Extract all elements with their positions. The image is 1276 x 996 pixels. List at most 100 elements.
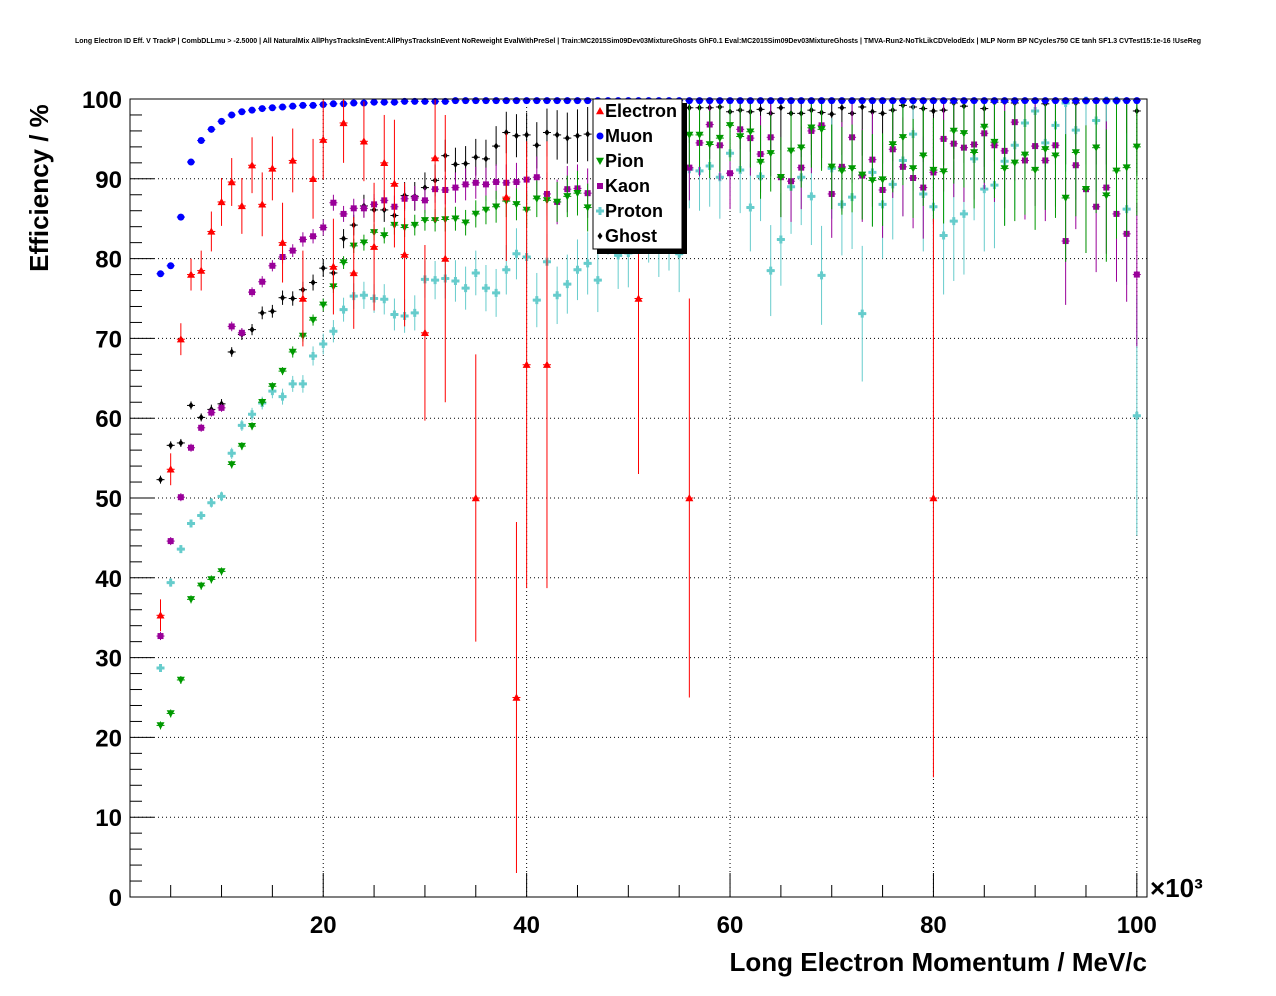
- pion-point: [583, 183, 592, 232]
- pion-point: [248, 422, 257, 431]
- pion-point: [1122, 99, 1131, 236]
- muon-point: [166, 262, 175, 270]
- kaon-marker: [218, 404, 225, 411]
- pion-marker: [268, 383, 277, 391]
- kaon-point: [410, 185, 419, 210]
- electron-marker: [390, 179, 399, 187]
- pion-marker: [258, 399, 267, 407]
- pion-marker: [380, 232, 389, 240]
- pion-marker: [797, 144, 806, 152]
- pion-point: [288, 346, 297, 358]
- kaon-marker: [452, 184, 459, 191]
- x-tick-label: 20: [310, 912, 337, 939]
- pion-point: [176, 675, 185, 684]
- proton-point: [512, 228, 521, 280]
- muon-marker: [818, 97, 826, 105]
- pion-point: [959, 99, 968, 188]
- electron-point: [227, 158, 236, 206]
- muon-point: [309, 101, 318, 109]
- muon-point: [278, 103, 287, 111]
- ghost-point: [512, 114, 521, 158]
- muon-marker: [370, 98, 378, 106]
- pion-point: [258, 398, 267, 407]
- proton-marker: [207, 498, 216, 507]
- electron-marker: [512, 693, 521, 701]
- pion-point: [471, 200, 480, 228]
- muon-marker: [482, 97, 490, 105]
- electron-point: [278, 202, 287, 283]
- legend-marker-electron: [596, 107, 604, 115]
- proton-point: [298, 375, 307, 393]
- muon-marker: [797, 97, 805, 105]
- muon-point: [187, 158, 196, 166]
- ghost-marker: [188, 401, 194, 409]
- muon-point: [237, 108, 246, 116]
- electron-point: [522, 141, 531, 589]
- proton-marker: [471, 268, 480, 277]
- proton-point: [858, 245, 867, 382]
- muon-marker: [1082, 97, 1090, 105]
- pion-point: [1020, 99, 1029, 215]
- pion-point: [410, 214, 419, 236]
- electron-marker: [156, 611, 165, 619]
- electron-point: [176, 323, 185, 356]
- muon-marker: [299, 101, 307, 109]
- proton-marker: [766, 266, 775, 275]
- pion-marker: [1041, 146, 1050, 154]
- proton-marker: [217, 492, 226, 501]
- legend-label-proton: Proton: [605, 201, 663, 221]
- kaon-point: [156, 632, 165, 641]
- proton-marker: [278, 392, 287, 401]
- muon-marker: [919, 97, 927, 105]
- muon-marker: [807, 97, 815, 105]
- electron-point: [217, 178, 226, 226]
- ghost-marker: [880, 109, 886, 117]
- ghost-point: [197, 413, 206, 422]
- kaon-marker: [167, 538, 174, 545]
- muon-marker: [1123, 97, 1131, 105]
- muon-point: [207, 125, 216, 133]
- muon-point: [197, 136, 206, 144]
- pion-marker: [217, 568, 226, 576]
- kaon-marker: [727, 170, 734, 177]
- muon-marker: [1041, 97, 1049, 105]
- muon-marker: [1072, 97, 1080, 105]
- electron-marker: [248, 161, 257, 169]
- pion-point: [726, 99, 735, 162]
- proton-marker: [227, 449, 236, 458]
- pion-marker: [1031, 166, 1040, 175]
- muon-marker: [441, 97, 449, 105]
- proton-marker: [309, 351, 318, 360]
- pion-point: [492, 190, 501, 223]
- electron-marker: [268, 164, 277, 172]
- kaon-marker: [249, 289, 256, 296]
- pion-marker: [939, 168, 948, 176]
- y-tick-label: 10: [95, 805, 122, 832]
- pion-point: [187, 595, 196, 604]
- ghost-marker: [534, 141, 540, 149]
- kaon-marker: [177, 494, 184, 501]
- kaon-marker: [462, 181, 469, 188]
- kaon-marker: [513, 178, 520, 185]
- ghost-point: [248, 324, 257, 336]
- legend-label-kaon: Kaon: [605, 176, 650, 196]
- muon-marker: [1062, 97, 1070, 105]
- proton-marker: [197, 511, 206, 520]
- proton-marker: [583, 259, 592, 268]
- kaon-point: [258, 276, 267, 288]
- kaon-point: [227, 321, 236, 332]
- kaon-point: [349, 198, 358, 218]
- kaon-point: [461, 168, 470, 201]
- y-tick-label: 50: [95, 486, 122, 513]
- kaon-marker: [188, 444, 195, 451]
- x-tick-label: 60: [717, 912, 744, 939]
- electron-point: [542, 141, 551, 589]
- pion-point: [817, 99, 826, 171]
- pion-marker: [319, 301, 328, 309]
- proton-marker: [614, 251, 623, 260]
- ghost-marker: [259, 309, 265, 317]
- pion-marker: [858, 171, 867, 179]
- muon-marker: [157, 270, 165, 278]
- ghost-point: [258, 306, 267, 320]
- ghost-marker: [829, 110, 835, 118]
